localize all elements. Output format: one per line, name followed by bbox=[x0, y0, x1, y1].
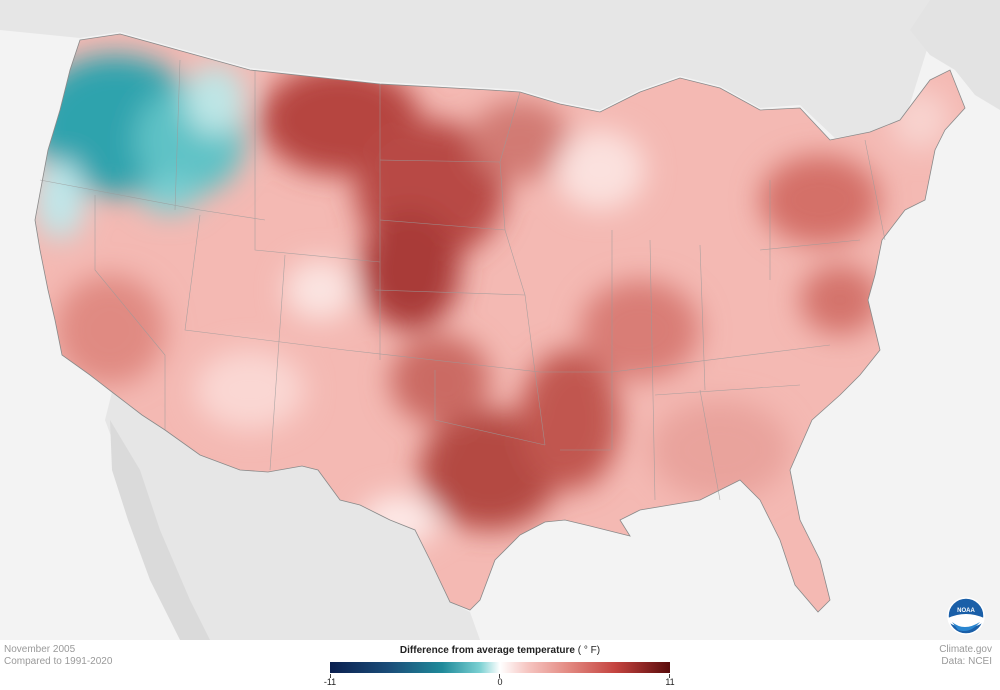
map-footer: November 2005 Compared to 1991-2020 Diff… bbox=[0, 640, 1000, 690]
legend-unit: ( ° F) bbox=[577, 645, 601, 656]
map-caption: November 2005 Compared to 1991-2020 bbox=[4, 644, 112, 668]
canada-east-landmass bbox=[910, 0, 1000, 110]
legend-min-label: -11 bbox=[323, 677, 337, 687]
legend-tick-mid bbox=[499, 674, 500, 678]
svg-text:NOAA: NOAA bbox=[957, 608, 975, 614]
credit-data: Data: NCEI bbox=[941, 656, 992, 667]
temperature-anomaly-map: NOAA bbox=[0, 0, 1000, 640]
noaa-logo-icon: NOAA bbox=[947, 597, 985, 635]
canada-landmass bbox=[0, 0, 1000, 138]
legend-tick-min bbox=[330, 674, 331, 678]
credit-source: Climate.gov bbox=[939, 644, 992, 655]
period-label: November 2005 bbox=[4, 644, 76, 655]
us-outline bbox=[34, 33, 966, 613]
legend-max-label: 11 bbox=[665, 677, 675, 687]
legend-colorbar bbox=[330, 662, 670, 673]
credits: Climate.gov Data: NCEI bbox=[939, 644, 992, 668]
legend-title-text: Difference from average temperature bbox=[399, 645, 575, 656]
legend-tick-max bbox=[669, 674, 670, 678]
state-borders bbox=[39, 59, 886, 501]
mexico-landmass bbox=[105, 392, 480, 640]
baja-peninsula bbox=[110, 420, 210, 640]
legend-title: Difference from average temperature ( ° … bbox=[330, 645, 670, 656]
legend-mid-label: 0 bbox=[497, 677, 503, 687]
baseline-label: Compared to 1991-2020 bbox=[4, 656, 113, 667]
